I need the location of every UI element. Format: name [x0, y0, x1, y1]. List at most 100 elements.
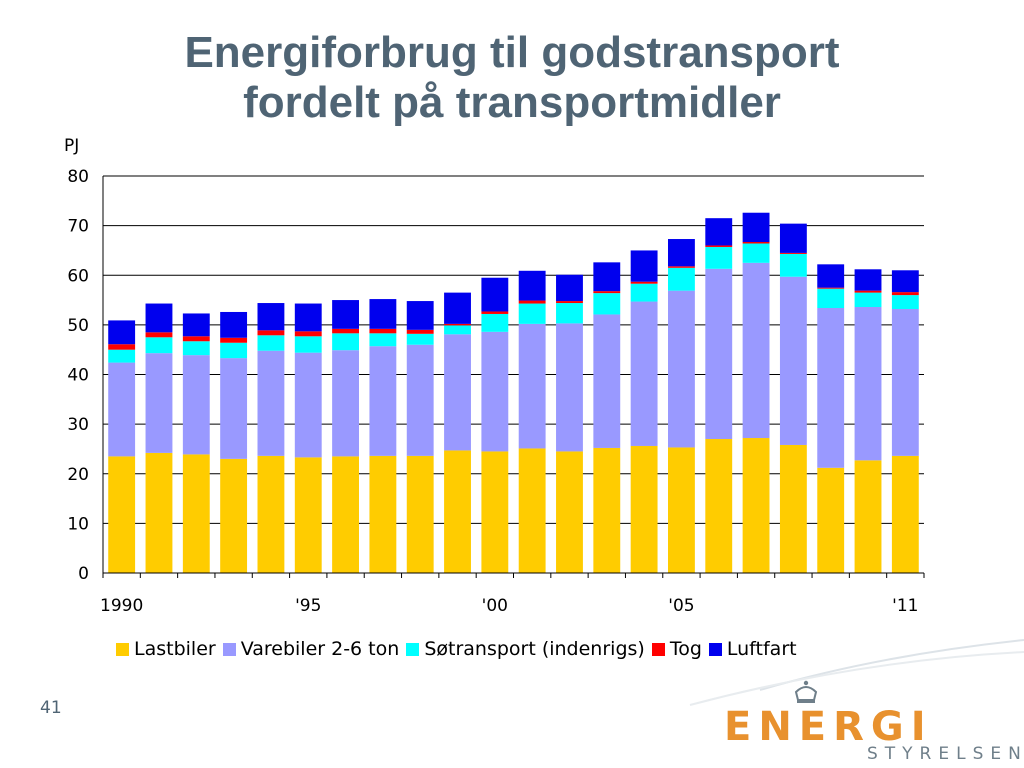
bar-segment-luftfart	[518, 270, 546, 301]
bar-segment-s-transport-indenrigs	[854, 292, 882, 308]
bar-segment-lastbiler	[145, 452, 173, 573]
bar-segment-luftfart	[444, 292, 471, 324]
bar-segment-varebiler-2-6-ton	[891, 308, 919, 456]
bar-segment-luftfart	[742, 212, 770, 243]
bar-segment-luftfart	[556, 274, 583, 302]
bar-segment-tog	[593, 291, 621, 294]
chart-legend: Lastbiler Varebiler 2-6 ton Søtransport (i…	[116, 637, 804, 661]
bar-segment-s-transport-indenrigs	[145, 337, 173, 354]
bar-segment-s-transport-indenrigs	[667, 267, 695, 291]
x-tick-label: '00	[482, 596, 508, 616]
bar-segment-tog	[406, 329, 434, 334]
bar-segment-lastbiler	[369, 455, 397, 573]
bar-segment-luftfart	[369, 299, 397, 329]
x-tick-label: '95	[295, 596, 321, 616]
bar-segment-varebiler-2-6-ton	[220, 358, 248, 459]
bar-segment-luftfart	[481, 277, 509, 312]
y-tick-label: 60	[67, 266, 89, 286]
y-tick-label: 50	[67, 316, 89, 336]
bar-segment-tog	[294, 331, 322, 337]
bar-segment-lastbiler	[854, 460, 882, 573]
bar-segment-varebiler-2-6-ton	[630, 301, 658, 446]
bar-segment-lastbiler	[406, 455, 434, 573]
bar-segment-lastbiler	[444, 450, 471, 573]
legend-item: Lastbiler	[116, 638, 216, 660]
bar-segment-varebiler-2-6-ton	[556, 323, 583, 452]
bar-segment-tog	[891, 292, 919, 296]
y-tick-label: 20	[67, 465, 89, 485]
bar-segment-lastbiler	[481, 451, 509, 573]
slide-title-line-2: fordelt på transportmidler	[243, 78, 781, 127]
bar-segment-lastbiler	[891, 455, 919, 573]
bar-segment-luftfart	[705, 218, 733, 246]
legend-swatch	[116, 642, 129, 656]
bar-segment-varebiler-2-6-ton	[705, 268, 733, 440]
bar-segment-s-transport-indenrigs	[332, 333, 360, 351]
bar-segment-varebiler-2-6-ton	[332, 350, 360, 457]
bar-segment-tog	[145, 332, 173, 338]
bar-segment-s-transport-indenrigs	[294, 336, 322, 353]
x-tick-label: '11	[892, 596, 918, 616]
legend-item: Luftfart	[708, 638, 797, 660]
bar-segment-lastbiler	[705, 439, 733, 573]
bar-segment-s-transport-indenrigs	[630, 283, 658, 302]
bar-segment-luftfart	[630, 250, 658, 282]
legend-label: Lastbiler	[134, 638, 216, 660]
bar-segment-luftfart	[182, 313, 210, 337]
bar-segment-varebiler-2-6-ton	[369, 346, 397, 456]
y-tick-label: 10	[67, 514, 89, 534]
bar-segment-s-transport-indenrigs	[444, 325, 471, 335]
legend-item: Søtransport (indenrigs)	[406, 638, 645, 660]
legend-label: Luftfart	[726, 638, 797, 660]
y-tick-label: 30	[67, 415, 89, 435]
logo-wordmark: ENERGI	[724, 704, 933, 750]
x-tick-label: '05	[668, 596, 694, 616]
bar-segment-lastbiler	[332, 456, 360, 573]
bar-segment-s-transport-indenrigs	[705, 246, 733, 269]
bar-segment-tog	[108, 344, 136, 350]
bar-segment-luftfart	[817, 264, 845, 288]
bar-segment-s-transport-indenrigs	[406, 333, 434, 345]
bar-segment-lastbiler	[257, 455, 285, 573]
bar-segment-tog	[667, 266, 695, 268]
bar-segment-lastbiler	[220, 458, 248, 573]
y-tick-label: 40	[67, 366, 89, 386]
bar-segment-s-transport-indenrigs	[742, 243, 770, 263]
bar-segment-tog	[779, 252, 807, 254]
crown-icon	[794, 680, 818, 703]
legend-item: Varebiler 2-6 ton	[222, 638, 399, 660]
logo-subtitle: STYRELSEN	[867, 744, 1024, 764]
bar-segment-tog	[705, 245, 733, 247]
bar-segment-luftfart	[406, 301, 434, 330]
bar-segment-tog	[220, 337, 248, 343]
y-tick-label: 70	[67, 217, 89, 237]
bar-segment-lastbiler	[556, 451, 583, 573]
bar-segment-s-transport-indenrigs	[257, 335, 285, 351]
bar-segment-varebiler-2-6-ton	[108, 362, 136, 457]
bar-segment-luftfart	[854, 269, 882, 291]
bar-segment-varebiler-2-6-ton	[779, 276, 807, 445]
bar-segment-lastbiler	[742, 438, 770, 573]
bar-segment-s-transport-indenrigs	[481, 313, 509, 332]
bar-segment-tog	[630, 281, 658, 284]
bar-segment-lastbiler	[779, 444, 807, 573]
bar-segment-s-transport-indenrigs	[891, 295, 919, 309]
bar-segment-tog	[481, 311, 509, 314]
legend-swatch	[406, 642, 420, 656]
bar-segment-luftfart	[593, 262, 621, 292]
bar-segment-varebiler-2-6-ton	[294, 352, 322, 458]
bar-segment-tog	[182, 336, 210, 342]
energistyrelsen-logo: ENERGI STYRELSEN	[722, 680, 1021, 764]
slide-title: Energiforbrug til godstransport fordelt …	[0, 28, 1024, 128]
bar-segment-lastbiler	[817, 467, 845, 573]
bar-segment-luftfart	[332, 300, 360, 329]
legend-label: Tog	[669, 638, 702, 660]
bar-segment-varebiler-2-6-ton	[182, 355, 210, 455]
bar-segment-lastbiler	[630, 445, 658, 573]
y-tick-label: 80	[67, 167, 89, 187]
bar-segment-luftfart	[108, 320, 136, 345]
legend-swatch	[222, 642, 236, 656]
bar-segment-lastbiler	[593, 447, 621, 573]
bar-segment-tog	[817, 287, 845, 289]
bar-segment-s-transport-indenrigs	[593, 293, 621, 315]
